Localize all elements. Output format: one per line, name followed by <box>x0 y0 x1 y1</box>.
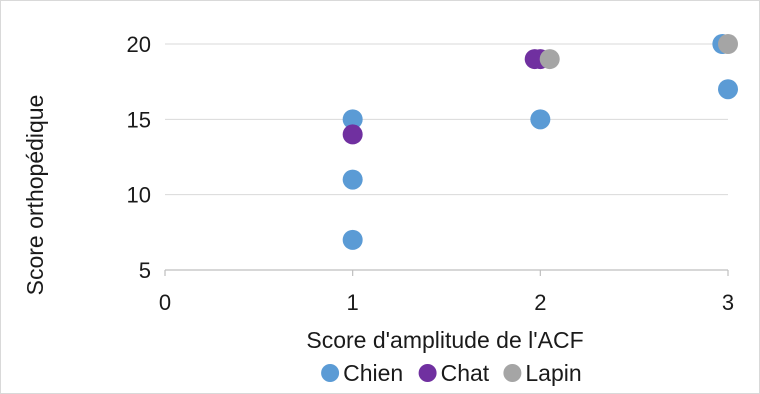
point-lapin <box>539 49 560 70</box>
gridlines <box>165 43 728 196</box>
legend-item-chat: Chat <box>418 360 490 386</box>
legend-item-chien: Chien <box>321 360 403 386</box>
legend-label-lapin: Lapin <box>525 360 581 386</box>
point-chat <box>342 124 363 145</box>
x-tick-label: 3 <box>722 290 734 315</box>
x-axis-title: Score d'amplitude de l'ACF <box>306 327 583 353</box>
legend-label-chien: Chien <box>343 360 403 386</box>
tick-labels: 5 10 15 20 0 1 2 3 <box>127 32 735 315</box>
point-chien <box>718 79 738 100</box>
x-tick-label: 0 <box>159 290 171 315</box>
axes <box>164 269 729 276</box>
point-lapin <box>718 34 738 54</box>
legend-marker-chat <box>418 364 437 382</box>
point-chien <box>342 109 363 130</box>
y-tick-label: 10 <box>127 183 151 208</box>
point-chien <box>342 169 363 190</box>
legend: Chien Chat Lapin <box>321 360 582 386</box>
y-tick-label: 20 <box>127 32 151 57</box>
y-axis-title: Score orthopédique <box>22 95 48 296</box>
point-chien <box>530 109 551 130</box>
legend-label-chat: Chat <box>441 360 490 386</box>
x-tick-label: 2 <box>534 290 546 315</box>
y-tick-label: 5 <box>139 258 151 283</box>
legend-marker-chien <box>321 364 340 382</box>
x-tick-label: 1 <box>347 290 359 315</box>
y-tick-label: 15 <box>127 107 151 132</box>
legend-item-lapin: Lapin <box>503 360 582 386</box>
legend-marker-lapin <box>503 364 522 382</box>
data-points <box>342 34 738 250</box>
point-chien <box>342 229 363 250</box>
